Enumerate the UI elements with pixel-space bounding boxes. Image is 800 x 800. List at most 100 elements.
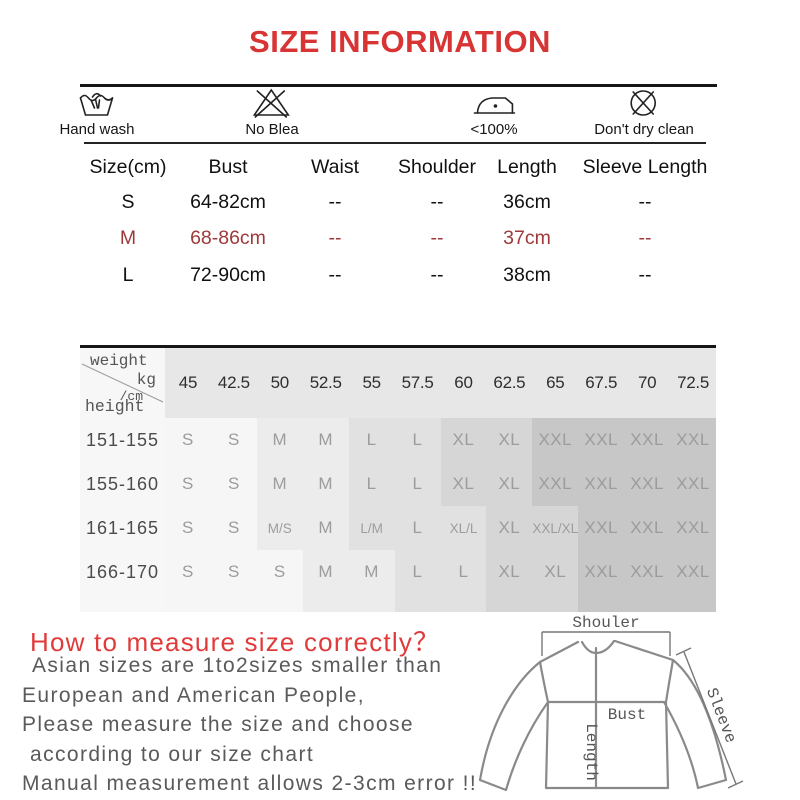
weight-header: 57.5 [394, 348, 441, 418]
matrix-cell: XL [486, 506, 533, 550]
size-cell-highlighted: -- [430, 227, 444, 249]
measure-line: Manual measurement allows 2-3cm error !! [22, 772, 478, 795]
care-item-no-dry-clean: Don't dry clean [594, 87, 694, 138]
corner-cm-label: /cm [119, 389, 143, 404]
matrix-cell: XXL [670, 462, 716, 506]
weight-header: 52.5 [302, 348, 349, 418]
left-sleeve [478, 660, 550, 792]
matrix-cell: M [302, 506, 349, 550]
iron-low-icon [473, 97, 515, 114]
garment-diagram-svg: Shouler Bust Length Sleeve [478, 614, 744, 792]
care-item-hand-wash: Hand wash [59, 87, 135, 138]
shoulder-bracket [541, 631, 671, 656]
size-cell: -- [328, 190, 342, 213]
matrix-cell: M [302, 418, 349, 462]
matrix-cell: XXL [624, 550, 671, 612]
matrix-cell: XXL [578, 506, 625, 550]
matrix-cell: XXL [670, 506, 716, 550]
weight-header: 72.5 [670, 348, 716, 418]
matrix-cell: XXL [578, 550, 625, 612]
measure-line: European and American People, [22, 683, 365, 707]
measure-paragraph: Asian sizes are 1to2sizes smaller than E… [22, 651, 477, 799]
care-item-iron: <100% [470, 87, 518, 138]
size-cell: 64-82cm [190, 190, 266, 213]
weight-header: 70 [624, 348, 671, 418]
size-cell: 36cm [503, 190, 551, 213]
diagonal-divider [81, 363, 164, 403]
weight-height-matrix: weight kg /cm height 45 42.5 50 52.5 55 … [80, 348, 716, 612]
divider-care-bottom [84, 142, 706, 144]
care-label: <100% [470, 121, 518, 138]
matrix-cell: L [348, 462, 395, 506]
matrix-cell: M [302, 462, 349, 506]
matrix-cell: XL [440, 418, 487, 462]
matrix-cell: XXL [624, 462, 671, 506]
size-cell-highlighted: 68-86cm [190, 227, 266, 249]
matrix-cell: S [210, 462, 257, 506]
right-sleeve [662, 658, 728, 790]
care-instructions-strip: Hand wash No Blea <100% [0, 87, 800, 139]
weight-header: 55 [348, 348, 395, 418]
weight-header: 62.5 [486, 348, 533, 418]
matrix-cell: L [394, 462, 441, 506]
matrix-cell: M [348, 550, 395, 612]
size-table-header: Shoulder [397, 155, 477, 178]
no-dry-clean-icon [630, 90, 656, 116]
height-row-label: 161-165 [80, 506, 165, 550]
matrix-cell: S [165, 418, 211, 462]
matrix-cell: XL [486, 462, 533, 506]
matrix-cell: XXL [624, 418, 671, 462]
size-cell: -- [430, 190, 444, 213]
matrix-cell: S [210, 418, 257, 462]
matrix-cell: XXL [578, 462, 625, 506]
matrix-cell: L [394, 418, 441, 462]
weight-header: 45 [165, 348, 211, 418]
matrix-cell: L [394, 506, 441, 550]
matrix-cell: M [302, 550, 349, 612]
length-label: Length [582, 723, 600, 781]
matrix-cell: M [256, 418, 303, 462]
divider-top [80, 84, 717, 87]
matrix-cell: L [394, 550, 441, 612]
matrix-cell: XXL [532, 418, 579, 462]
size-cell: -- [638, 264, 652, 286]
matrix-cell: S [165, 550, 211, 612]
matrix-cell: XL [532, 550, 579, 612]
corner-height-label: height [85, 396, 145, 416]
measure-line: according to our size chart [30, 742, 315, 766]
corner-weight-label: weight [90, 352, 148, 370]
height-row-label: 151-155 [80, 418, 165, 462]
weight-header: 67.5 [578, 348, 625, 418]
matrix-cell: S [165, 506, 211, 550]
measure-line: Please measure the size and choose [22, 713, 414, 736]
size-cell: 72-90cm [190, 264, 266, 286]
size-cell: -- [328, 264, 342, 286]
matrix-cell: M [256, 462, 303, 506]
size-cell: S [121, 190, 135, 213]
size-table: Size(cm) Bust Waist Shoulder Length Slee… [80, 150, 720, 294]
matrix-cell: S [210, 506, 257, 550]
matrix-cell: S [165, 462, 211, 506]
size-cell-highlighted: -- [328, 227, 342, 249]
size-cell-highlighted: -- [638, 227, 652, 249]
size-table-header: Bust [208, 155, 248, 178]
corner-kg-label: kg [136, 371, 156, 389]
matrix-cell: XL [486, 550, 533, 612]
size-cell-highlighted: 37cm [503, 227, 551, 249]
sleeve-measure-line [675, 647, 744, 789]
matrix-cell: M/S [256, 506, 303, 550]
matrix-cell: L [440, 550, 487, 612]
weight-header: 50 [256, 348, 303, 418]
size-cell: 38cm [503, 264, 551, 286]
matrix-cell: XL/L [440, 506, 487, 550]
height-row-label: 155-160 [80, 462, 165, 506]
size-table-header: Sleeve Length [582, 155, 708, 178]
height-row-label: 166-170 [80, 550, 165, 612]
hand-wash-icon [79, 92, 113, 116]
care-label: No Blea [245, 121, 299, 138]
care-label: Don't dry clean [594, 121, 694, 138]
size-cell: -- [430, 264, 444, 286]
size-table-header: Size(cm) [89, 155, 167, 178]
matrix-cell: L [348, 418, 395, 462]
shoulder-label: Shouler [572, 614, 639, 632]
